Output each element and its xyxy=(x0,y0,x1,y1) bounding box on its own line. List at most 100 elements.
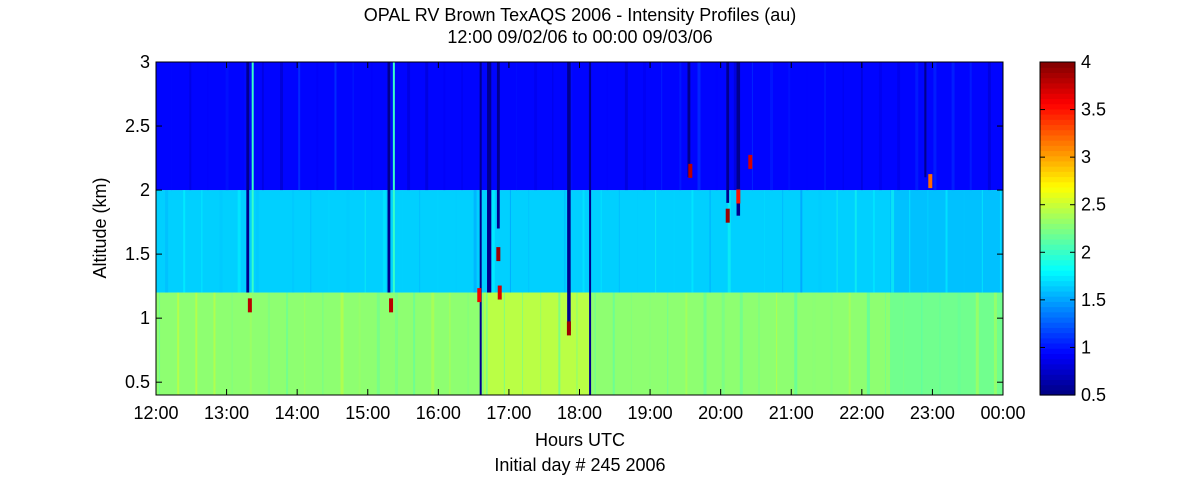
hot-spot xyxy=(688,163,693,178)
texture-column xyxy=(667,292,669,395)
texture-column xyxy=(842,62,844,191)
texture-column xyxy=(709,190,711,293)
texture-column xyxy=(636,190,638,293)
colorbar-band xyxy=(1040,119,1075,126)
texture-column xyxy=(770,62,774,191)
texture-column xyxy=(757,292,760,395)
colorbar-tick-label: 4 xyxy=(1081,52,1091,72)
hot-spot xyxy=(477,288,482,303)
texture-column xyxy=(885,292,887,395)
dropout-column xyxy=(589,62,592,395)
texture-column xyxy=(727,190,731,293)
texture-column xyxy=(358,292,361,395)
colorbar-band xyxy=(1040,129,1075,136)
texture-column xyxy=(261,62,264,191)
texture-column xyxy=(987,62,991,191)
texture-column xyxy=(401,190,404,293)
texture-column xyxy=(927,190,929,293)
texture-column xyxy=(491,190,495,293)
texture-column xyxy=(522,292,524,395)
texture-column xyxy=(286,292,289,395)
chart-subtitle: 12:00 09/02/06 to 00:00 09/03/06 xyxy=(447,27,712,47)
colorbar-band xyxy=(1040,264,1075,271)
texture-column xyxy=(364,190,366,293)
texture-column xyxy=(334,62,337,191)
colorbar-band xyxy=(1040,342,1075,349)
texture-column xyxy=(715,62,718,191)
colorbar-tick-label: 3.5 xyxy=(1081,100,1106,120)
texture-column xyxy=(249,292,252,395)
texture-column xyxy=(612,292,615,395)
texture-column xyxy=(975,292,979,395)
colorbar-tick-label: 3 xyxy=(1081,147,1091,167)
colorbar-band xyxy=(1040,358,1075,365)
texture-column xyxy=(540,292,542,395)
x-tick-label: 15:00 xyxy=(345,403,390,423)
colorbar-band xyxy=(1040,374,1075,380)
colorbar-tick-label: 0.5 xyxy=(1081,385,1106,405)
texture-column xyxy=(806,62,809,191)
colorbar-band xyxy=(1040,114,1075,120)
hot-spot xyxy=(496,247,501,262)
colorbar-band xyxy=(1040,363,1075,370)
texture-column xyxy=(255,190,259,293)
bright-column xyxy=(251,62,254,293)
texture-column xyxy=(685,292,688,395)
colorbar-band xyxy=(1040,280,1075,287)
texture-column xyxy=(945,190,948,293)
texture-column xyxy=(455,190,457,293)
colorbar-tick-label: 1.5 xyxy=(1081,290,1106,310)
dropout-column xyxy=(387,62,391,293)
column-texture xyxy=(159,62,1001,395)
texture-column xyxy=(618,190,620,293)
texture-column xyxy=(419,190,421,293)
colorbar-band xyxy=(1040,155,1075,162)
texture-column xyxy=(552,62,554,191)
texture-column xyxy=(782,190,784,293)
texture-column xyxy=(213,292,216,395)
texture-column xyxy=(449,292,451,395)
texture-column xyxy=(957,292,961,395)
texture-column xyxy=(352,62,354,191)
texture-column xyxy=(776,292,778,395)
x-tick-label: 16:00 xyxy=(416,403,461,423)
dropout-column xyxy=(567,62,571,331)
colorbar-band xyxy=(1040,306,1075,313)
x-tick-label: 22:00 xyxy=(839,403,884,423)
texture-column xyxy=(830,292,833,395)
colorbar-band xyxy=(1040,322,1075,328)
y-tick-label: 2 xyxy=(140,180,150,200)
x-tick-label: 21:00 xyxy=(769,403,814,423)
texture-column xyxy=(515,62,517,191)
texture-column xyxy=(394,292,398,395)
texture-column xyxy=(606,62,608,191)
texture-column xyxy=(800,190,803,293)
colorbar-band xyxy=(1040,285,1075,292)
colorbar-frame xyxy=(1039,61,1076,396)
texture-column xyxy=(298,62,301,191)
colorbar-band xyxy=(1040,212,1075,219)
heatmap-plot-area xyxy=(155,61,1004,396)
texture-column xyxy=(346,190,350,293)
colorbar-band xyxy=(1040,244,1075,250)
texture-column xyxy=(316,62,319,191)
texture-column xyxy=(703,292,707,395)
texture-column xyxy=(939,292,941,395)
texture-column xyxy=(872,190,875,293)
texture-column xyxy=(546,190,548,293)
dropout-column xyxy=(726,62,730,203)
texture-column xyxy=(854,190,857,293)
texture-column xyxy=(370,62,373,191)
segment-low-0 xyxy=(484,292,591,395)
texture-column xyxy=(437,190,439,293)
colorbar-band xyxy=(1040,202,1075,209)
texture-column xyxy=(328,190,330,293)
colorbar-band xyxy=(1040,108,1075,115)
colorbar-band xyxy=(1040,348,1075,354)
texture-column xyxy=(848,292,851,395)
x-tick-label: 18:00 xyxy=(557,403,602,423)
texture-column xyxy=(909,190,911,293)
colorbar-band xyxy=(1040,77,1075,84)
texture-column xyxy=(304,292,306,395)
texture-column xyxy=(528,190,530,293)
